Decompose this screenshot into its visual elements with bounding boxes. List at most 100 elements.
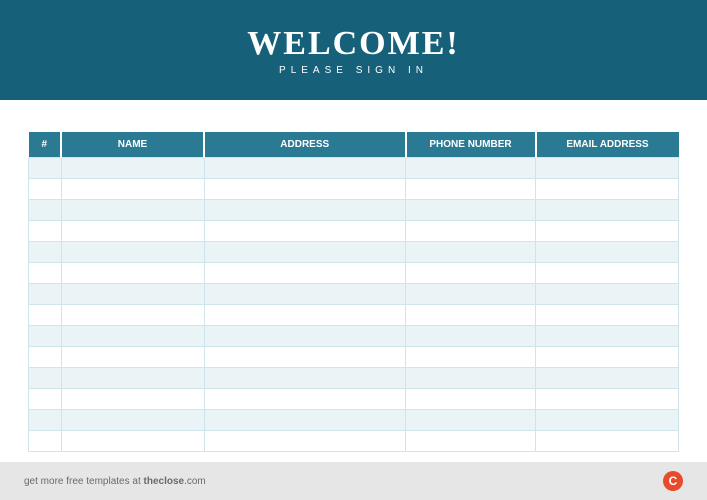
table-row bbox=[29, 263, 679, 284]
table-cell[interactable] bbox=[536, 347, 679, 368]
footer-text: get more free templates at theclose.com bbox=[24, 476, 206, 487]
table-cell[interactable] bbox=[406, 368, 536, 389]
table-cell[interactable] bbox=[406, 284, 536, 305]
table-row bbox=[29, 284, 679, 305]
table-row bbox=[29, 158, 679, 179]
signin-table: #NAMEADDRESSPHONE NUMBEREMAIL ADDRESS bbox=[28, 132, 679, 452]
table-cell[interactable] bbox=[406, 158, 536, 179]
footer-prefix: get more free templates at bbox=[24, 476, 144, 487]
table-cell[interactable] bbox=[406, 179, 536, 200]
table-cell[interactable] bbox=[204, 326, 406, 347]
table-cell[interactable] bbox=[29, 305, 62, 326]
table-cell[interactable] bbox=[29, 158, 62, 179]
column-header: EMAIL ADDRESS bbox=[536, 132, 679, 158]
table-cell[interactable] bbox=[204, 410, 406, 431]
table-cell[interactable] bbox=[406, 305, 536, 326]
table-cell[interactable] bbox=[204, 242, 406, 263]
table-cell[interactable] bbox=[204, 368, 406, 389]
table-cell[interactable] bbox=[61, 305, 204, 326]
table-row bbox=[29, 410, 679, 431]
table-cell[interactable] bbox=[61, 200, 204, 221]
table-cell[interactable] bbox=[536, 389, 679, 410]
table-cell[interactable] bbox=[29, 284, 62, 305]
table-cell[interactable] bbox=[536, 242, 679, 263]
table-cell[interactable] bbox=[536, 158, 679, 179]
table-cell[interactable] bbox=[61, 263, 204, 284]
table-cell[interactable] bbox=[29, 221, 62, 242]
table-cell[interactable] bbox=[536, 326, 679, 347]
column-header: ADDRESS bbox=[204, 132, 406, 158]
footer: get more free templates at theclose.com … bbox=[0, 462, 707, 500]
table-cell[interactable] bbox=[61, 326, 204, 347]
table-row bbox=[29, 368, 679, 389]
table-row bbox=[29, 389, 679, 410]
table-cell[interactable] bbox=[29, 326, 62, 347]
table-cell[interactable] bbox=[406, 242, 536, 263]
table-row bbox=[29, 179, 679, 200]
table-header: #NAMEADDRESSPHONE NUMBEREMAIL ADDRESS bbox=[29, 132, 679, 158]
table-cell[interactable] bbox=[406, 410, 536, 431]
column-header: NAME bbox=[61, 132, 204, 158]
table-cell[interactable] bbox=[536, 431, 679, 452]
table-cell[interactable] bbox=[204, 284, 406, 305]
table-row bbox=[29, 431, 679, 452]
table-cell[interactable] bbox=[406, 221, 536, 242]
table-cell[interactable] bbox=[204, 389, 406, 410]
table-cell[interactable] bbox=[29, 368, 62, 389]
column-header: PHONE NUMBER bbox=[406, 132, 536, 158]
table-cell[interactable] bbox=[406, 263, 536, 284]
table-cell[interactable] bbox=[536, 263, 679, 284]
footer-suffix: .com bbox=[184, 476, 206, 487]
table-cell[interactable] bbox=[29, 431, 62, 452]
table-cell[interactable] bbox=[61, 179, 204, 200]
table-cell[interactable] bbox=[61, 368, 204, 389]
table-cell[interactable] bbox=[29, 179, 62, 200]
table-cell[interactable] bbox=[204, 200, 406, 221]
table-row bbox=[29, 221, 679, 242]
table-cell[interactable] bbox=[61, 431, 204, 452]
table-body bbox=[29, 158, 679, 452]
table-cell[interactable] bbox=[536, 410, 679, 431]
table-cell[interactable] bbox=[61, 158, 204, 179]
table-cell[interactable] bbox=[61, 347, 204, 368]
table-row bbox=[29, 347, 679, 368]
table-cell[interactable] bbox=[536, 179, 679, 200]
table-cell[interactable] bbox=[406, 326, 536, 347]
table-cell[interactable] bbox=[29, 347, 62, 368]
table-cell[interactable] bbox=[29, 200, 62, 221]
table-cell[interactable] bbox=[29, 242, 62, 263]
table-cell[interactable] bbox=[204, 179, 406, 200]
table-cell[interactable] bbox=[536, 305, 679, 326]
table-cell[interactable] bbox=[204, 431, 406, 452]
table-cell[interactable] bbox=[61, 410, 204, 431]
table-cell[interactable] bbox=[204, 263, 406, 284]
table-cell[interactable] bbox=[406, 431, 536, 452]
table-cell[interactable] bbox=[536, 221, 679, 242]
table-cell[interactable] bbox=[204, 158, 406, 179]
column-header: # bbox=[29, 132, 62, 158]
table-row bbox=[29, 242, 679, 263]
table-cell[interactable] bbox=[536, 200, 679, 221]
table-cell[interactable] bbox=[204, 305, 406, 326]
footer-brand: theclose bbox=[144, 476, 185, 487]
table-cell[interactable] bbox=[29, 389, 62, 410]
table-cell[interactable] bbox=[61, 389, 204, 410]
table-cell[interactable] bbox=[406, 347, 536, 368]
table-cell[interactable] bbox=[29, 410, 62, 431]
table-cell[interactable] bbox=[61, 221, 204, 242]
table-cell[interactable] bbox=[204, 347, 406, 368]
header-banner: WELCOME! PLEASE SIGN IN bbox=[0, 0, 707, 100]
table-cell[interactable] bbox=[406, 200, 536, 221]
table-cell[interactable] bbox=[536, 368, 679, 389]
table-row bbox=[29, 326, 679, 347]
table-cell[interactable] bbox=[29, 263, 62, 284]
brand-logo-icon: C bbox=[663, 471, 683, 491]
table-cell[interactable] bbox=[61, 242, 204, 263]
main-content: #NAMEADDRESSPHONE NUMBEREMAIL ADDRESS bbox=[0, 100, 707, 462]
table-cell[interactable] bbox=[536, 284, 679, 305]
table-cell[interactable] bbox=[406, 389, 536, 410]
table-row bbox=[29, 305, 679, 326]
page-title: WELCOME! bbox=[247, 25, 459, 63]
table-cell[interactable] bbox=[204, 221, 406, 242]
table-cell[interactable] bbox=[61, 284, 204, 305]
